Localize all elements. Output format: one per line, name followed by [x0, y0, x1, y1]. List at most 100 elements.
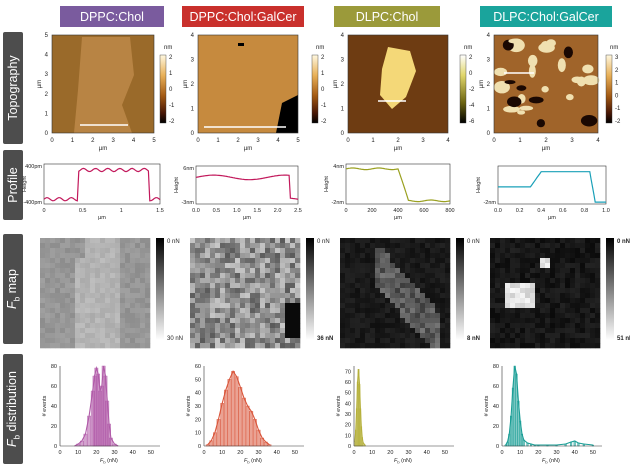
fb-map-pixel: [50, 278, 56, 284]
fb-map-pixel: [340, 333, 346, 339]
fb-map-pixel: [395, 343, 401, 349]
fb-map-pixel: [380, 323, 386, 329]
fb-map-pixel: [140, 238, 146, 244]
fb-map-pixel: [125, 323, 131, 329]
fb-map-pixel: [220, 308, 226, 314]
fb-map-pixel: [295, 338, 301, 344]
fb-map-pixel: [120, 323, 126, 329]
profile-xtick: 800: [445, 208, 454, 214]
fb-map-pixel: [115, 308, 121, 314]
fb-map-pixel: [225, 283, 231, 289]
fb-map-pixel: [500, 318, 506, 324]
fb-map-pixel: [270, 293, 276, 299]
fb-map-pixel: [260, 333, 266, 339]
fb-map-pixel: [520, 238, 526, 244]
fb-map-pixel: [540, 293, 546, 299]
fb-map-pixel: [90, 283, 96, 289]
fb-map-pixel: [385, 263, 391, 269]
fb-map-pixel: [200, 313, 206, 319]
fb-map-pixel: [85, 313, 91, 319]
fb-map-pixel: [135, 313, 141, 319]
fb-map-pixel: [80, 283, 86, 289]
fb-map-pixel: [355, 278, 361, 284]
fb-map-pixel: [205, 248, 211, 254]
fb-map-pixel: [235, 288, 241, 294]
fb-map-pixel: [415, 253, 421, 259]
fb-map-pixel: [575, 318, 581, 324]
fb-map-pixel: [420, 283, 426, 289]
fb-map-pixel: [95, 258, 101, 264]
topography-xtick: 4: [132, 138, 136, 144]
fb-map-pixel: [340, 278, 346, 284]
fb-map-pixel: [520, 283, 526, 289]
fb-map-pixel: [355, 263, 361, 269]
fb-map-pixel: [515, 258, 521, 264]
fb-map-pixel: [90, 343, 96, 349]
fb-map-pixel: [200, 248, 206, 254]
color-scale-tick: 1: [321, 71, 325, 77]
fb-map-pixel: [205, 298, 211, 304]
fb-map-pixel: [490, 283, 496, 289]
distribution-ytick: 0: [348, 444, 351, 450]
fb-map-pixel: [90, 278, 96, 284]
fb-map-pixel: [510, 333, 516, 339]
fb-map-pixel: [245, 343, 251, 349]
fb-map-pixel: [120, 278, 126, 284]
fb-map-pixel: [410, 293, 416, 299]
topography-ytick: 3: [487, 58, 491, 64]
fb-map-pixel: [440, 263, 446, 269]
fb-map-pixel: [145, 333, 151, 339]
fb-map-pixel: [440, 343, 446, 349]
fb-map-pixel: [570, 278, 576, 284]
fb-map-pixel: [355, 268, 361, 274]
fb-map-pixel: [205, 343, 211, 349]
fb-map-pixel: [350, 258, 356, 264]
histogram-bar: [227, 379, 232, 447]
fb-map-pixel: [420, 273, 426, 279]
fb-map-pixel: [430, 318, 436, 324]
fb-map-pixel: [280, 263, 286, 269]
fb-map-pixel: [75, 273, 81, 279]
fb-map-pixel: [70, 238, 76, 244]
fb-map-pixel: [565, 308, 571, 314]
fb-map-pixel: [545, 328, 551, 334]
fb-map-pixel: [510, 283, 516, 289]
fb-map-pixel: [530, 298, 536, 304]
fb-map-pixel: [60, 343, 66, 349]
fb-map-pixel: [55, 328, 61, 334]
fb-map-pixel: [40, 318, 46, 324]
fb-map-pixel: [130, 303, 136, 309]
fb-map-pixel: [225, 273, 231, 279]
fb-map-pixel: [235, 273, 241, 279]
fb-map-pixel: [70, 318, 76, 324]
fb-map-pixel: [375, 273, 381, 279]
fb-map-pixel: [430, 278, 436, 284]
fb-map-pixel: [130, 343, 136, 349]
fb-map-pixel: [385, 258, 391, 264]
fb-map-pixel: [215, 278, 221, 284]
fb-map-pixel: [80, 303, 86, 309]
fb-map-pixel: [105, 308, 111, 314]
fb-map-pixel: [435, 283, 441, 289]
fb-map-pixel: [40, 328, 46, 334]
fb-map-pixel: [425, 303, 431, 309]
distribution-ytick: 30: [195, 404, 201, 410]
fb-map-pixel: [105, 263, 111, 269]
fb-map-pixel: [530, 243, 536, 249]
fb-map-pixel: [245, 263, 251, 269]
fb-map-pixel: [345, 273, 351, 279]
distribution-xtick: 50: [442, 450, 448, 456]
fb-map-pixel: [55, 308, 61, 314]
fb-map-pixel: [560, 333, 566, 339]
fb-map-pixel: [410, 258, 416, 264]
fb-map-pixel: [545, 288, 551, 294]
fb-map-pixel: [495, 308, 501, 314]
fb-map-pixel: [540, 263, 546, 269]
fb-map-pixel: [380, 243, 386, 249]
fb-map-pixel: [95, 293, 101, 299]
fb-map-pixel: [445, 333, 451, 339]
fb-map-pixel: [430, 248, 436, 254]
fb-map-pixel: [575, 288, 581, 294]
fb-map-pixel: [375, 323, 381, 329]
fb-map-pixel: [375, 263, 381, 269]
